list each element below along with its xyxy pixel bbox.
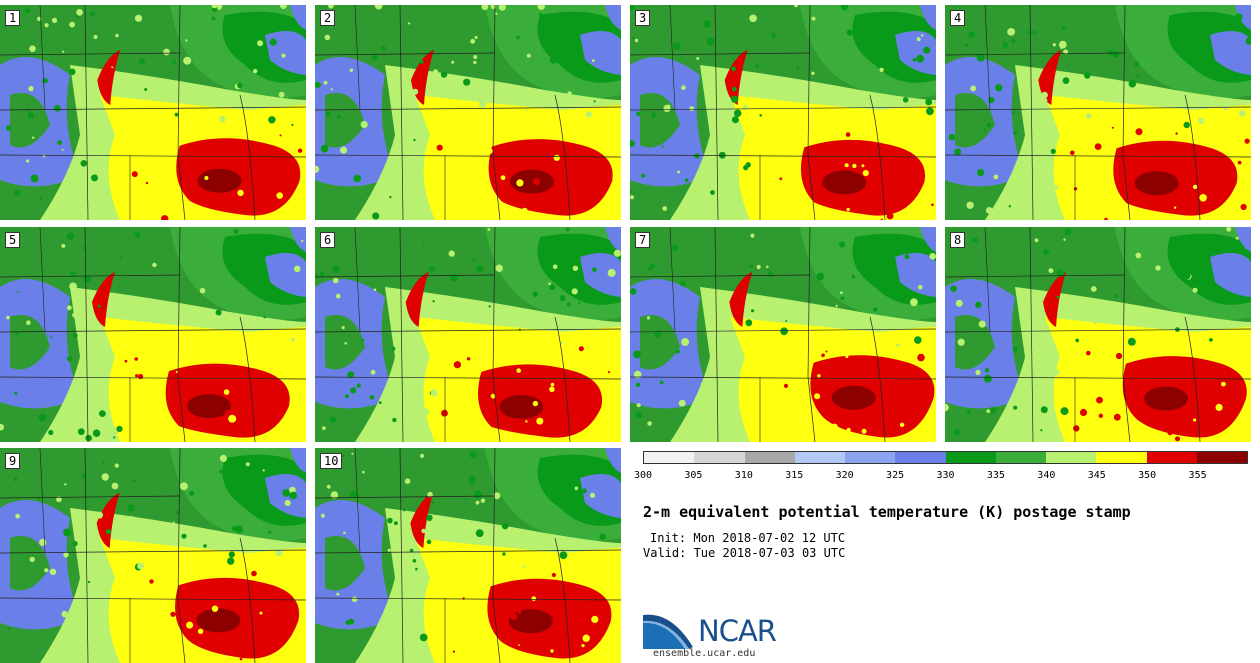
color-scale-ticks: 300 305 310 315 320 325 330 335 340 345 350 355 — [634, 470, 1248, 484]
color-scale-tick-label: 325 — [886, 470, 905, 481]
color-scale-tick-label: 310 — [734, 470, 753, 481]
color-scale-tick-label: 300 — [633, 470, 653, 481]
theta-e-field-map — [0, 5, 306, 220]
ensemble-member-panel: 3 — [630, 5, 936, 220]
member-number-label: 4 — [950, 10, 966, 26]
ensemble-member-panel: 9 — [0, 448, 306, 663]
color-scale-swatch — [744, 452, 795, 463]
theta-e-field-map — [630, 227, 936, 442]
color-scale-tick-label: 350 — [1138, 470, 1157, 481]
color-scale-swatch — [694, 452, 745, 463]
theta-e-field-map — [315, 227, 621, 442]
ensemble-member-panel: 7 — [630, 227, 936, 442]
color-scale-tick-label: 345 — [1087, 470, 1106, 481]
ensemble-member-panel: 8 — [945, 227, 1251, 442]
theta-e-field-map — [315, 448, 621, 663]
member-number-label: 9 — [5, 453, 21, 469]
ensemble-member-panel: 4 — [945, 5, 1251, 220]
color-scale-swatch — [1046, 452, 1097, 463]
color-scale-tick-label: 320 — [835, 470, 854, 481]
member-number-label: 7 — [635, 232, 651, 248]
member-number-label: 8 — [950, 232, 966, 248]
member-number-label: 10 — [320, 453, 343, 469]
theta-e-field-map — [630, 5, 936, 220]
color-scale-swatch — [644, 452, 695, 463]
init-time: Init: Mon 2018-07-02 12 UTC — [650, 531, 846, 545]
theta-e-field-map — [315, 5, 621, 220]
theta-e-field-map — [945, 227, 1251, 442]
member-number-label: 6 — [320, 232, 336, 248]
color-scale-swatch — [1196, 452, 1247, 463]
color-scale-tick-label: 330 — [936, 470, 955, 481]
member-number-label: 1 — [5, 10, 21, 26]
member-number-label: 5 — [5, 232, 21, 248]
color-scale-swatch — [794, 452, 845, 463]
ensemble-member-panel: 2 — [315, 5, 621, 220]
ncar-logo-icon — [643, 614, 693, 649]
init-valid-times: Init: Mon 2018-07-02 12 UTC Valid: Tue 20… — [643, 531, 845, 561]
member-number-label: 2 — [320, 10, 336, 26]
ensemble-member-panel: 6 — [315, 227, 621, 442]
valid-time: Valid: Tue 2018-07-03 03 UTC — [643, 546, 846, 560]
ensemble-member-panel: 10 — [315, 448, 621, 663]
color-scale-swatch — [1146, 452, 1197, 463]
figure-title: 2-m equivalent potential temperature (K)… — [643, 503, 1131, 521]
member-number-label: 3 — [635, 10, 651, 26]
color-scale-tick-label: 340 — [1037, 470, 1056, 481]
website-url: ensemble.ucar.edu — [653, 648, 756, 659]
color-scale-bar — [643, 451, 1248, 464]
theta-e-field-map — [0, 227, 306, 442]
color-scale-tick-label: 355 — [1188, 470, 1207, 481]
color-scale-tick-label: 335 — [986, 470, 1005, 481]
color-scale-swatch — [995, 452, 1046, 463]
color-scale-swatch — [945, 452, 996, 463]
theta-e-field-map — [945, 5, 1251, 220]
ensemble-member-panel: 1 — [0, 5, 306, 220]
ncar-logo-text: NCAR — [698, 614, 777, 648]
color-scale-swatch — [845, 452, 896, 463]
theta-e-field-map — [0, 448, 306, 663]
color-scale-tick-label: 305 — [684, 470, 703, 481]
color-scale-tick-label: 315 — [785, 470, 804, 481]
color-scale-swatch — [895, 452, 946, 463]
ensemble-member-panel: 5 — [0, 227, 306, 442]
color-scale-swatch — [1096, 452, 1147, 463]
